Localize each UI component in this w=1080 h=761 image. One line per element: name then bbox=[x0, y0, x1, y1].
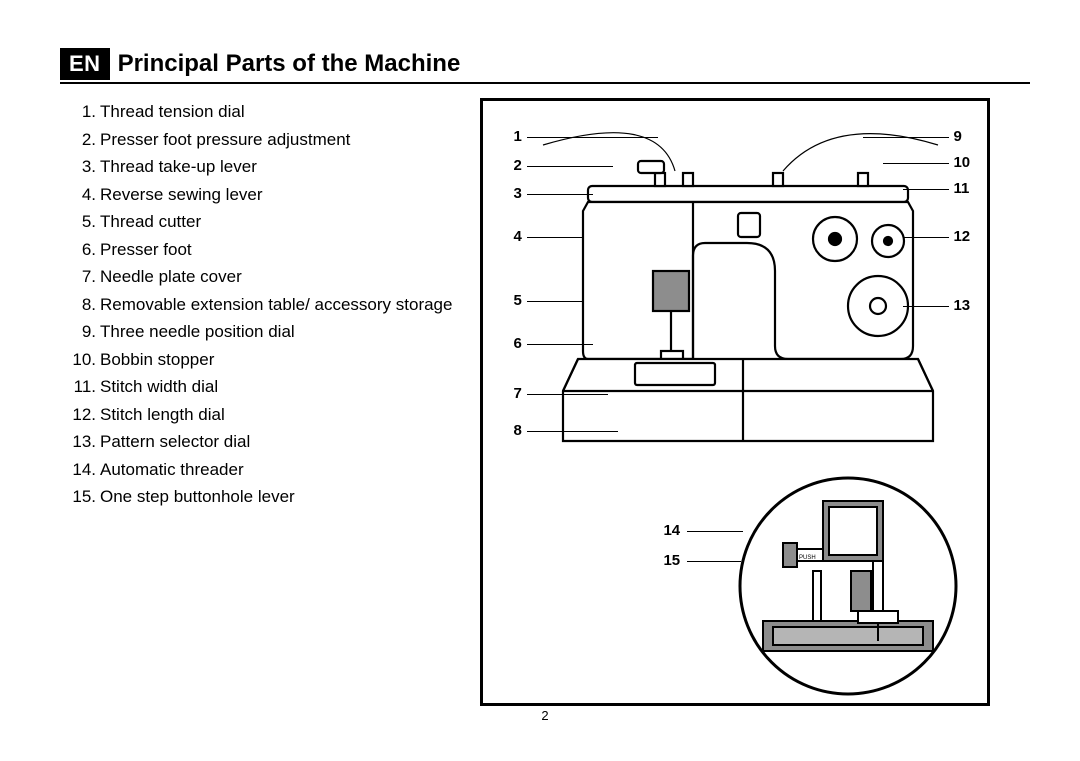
parts-list-item: 14. Automatic threader bbox=[72, 456, 452, 484]
part-number: 4. bbox=[72, 181, 100, 209]
parts-list-item: 10. Bobbin stopper bbox=[72, 346, 452, 374]
callout-number: 7 bbox=[513, 385, 521, 402]
part-number: 6. bbox=[72, 236, 100, 264]
leader-line bbox=[903, 237, 949, 238]
callout-number: 12 bbox=[953, 228, 970, 245]
parts-list-item: 1. Thread tension dial bbox=[72, 98, 452, 126]
part-label: Removable extension table/ accessory sto… bbox=[100, 291, 452, 319]
detail-inset-icon: PUSH bbox=[733, 471, 963, 701]
part-number: 11. bbox=[72, 373, 100, 401]
parts-list-item: 15. One step buttonhole lever bbox=[72, 483, 452, 511]
callout-number: 3 bbox=[513, 185, 521, 202]
callout-number: 1 bbox=[513, 128, 521, 145]
part-label: Thread tension dial bbox=[100, 98, 245, 126]
part-number: 14. bbox=[72, 456, 100, 484]
leader-line bbox=[527, 237, 583, 238]
part-label: Needle plate cover bbox=[100, 263, 242, 291]
leader-line bbox=[687, 531, 743, 532]
callout-number: 13 bbox=[953, 297, 970, 314]
leader-line bbox=[527, 137, 658, 138]
part-label: Thread cutter bbox=[100, 208, 201, 236]
leader-line bbox=[527, 431, 618, 432]
machine-diagram: PUSH 123456789101112131415 bbox=[480, 98, 990, 706]
part-number: 9. bbox=[72, 318, 100, 346]
part-number: 3. bbox=[72, 153, 100, 181]
callout-number: 14 bbox=[663, 522, 680, 539]
parts-list: 1. Thread tension dial2. Presser foot pr… bbox=[60, 98, 452, 706]
leader-line bbox=[527, 394, 608, 395]
leader-line bbox=[527, 194, 593, 195]
parts-list-item: 12. Stitch length dial bbox=[72, 401, 452, 429]
part-label: Three needle position dial bbox=[100, 318, 295, 346]
parts-list-item: 9. Three needle position dial bbox=[72, 318, 452, 346]
leader-line bbox=[527, 301, 583, 302]
callout-number: 11 bbox=[953, 180, 969, 197]
callout-number: 2 bbox=[513, 157, 521, 174]
parts-list-item: 3. Thread take-up lever bbox=[72, 153, 452, 181]
page-title: Principal Parts of the Machine bbox=[118, 50, 461, 78]
leader-line bbox=[527, 166, 613, 167]
part-label: Stitch length dial bbox=[100, 401, 225, 429]
part-number: 12. bbox=[72, 401, 100, 429]
part-number: 5. bbox=[72, 208, 100, 236]
parts-list-item: 13. Pattern selector dial bbox=[72, 428, 452, 456]
leader-line bbox=[527, 344, 593, 345]
parts-list-item: 4. Reverse sewing lever bbox=[72, 181, 452, 209]
leader-line bbox=[903, 306, 949, 307]
parts-list-item: 5. Thread cutter bbox=[72, 208, 452, 236]
leader-line bbox=[883, 163, 949, 164]
part-number: 15. bbox=[72, 483, 100, 511]
part-number: 7. bbox=[72, 263, 100, 291]
callout-number: 6 bbox=[513, 335, 521, 352]
part-label: Presser foot pressure adjustment bbox=[100, 126, 350, 154]
part-number: 13. bbox=[72, 428, 100, 456]
leader-line bbox=[687, 561, 741, 562]
parts-list-item: 6. Presser foot bbox=[72, 236, 452, 264]
part-number: 1. bbox=[72, 98, 100, 126]
leader-line bbox=[863, 137, 949, 138]
callout-number: 10 bbox=[953, 154, 970, 171]
part-label: Thread take-up lever bbox=[100, 153, 257, 181]
heading-row: EN Principal Parts of the Machine bbox=[60, 48, 1030, 84]
callout-number: 15 bbox=[663, 552, 680, 569]
part-number: 10. bbox=[72, 346, 100, 374]
part-label: Stitch width dial bbox=[100, 373, 218, 401]
leader-line bbox=[903, 189, 949, 190]
callout-number: 5 bbox=[513, 292, 521, 309]
part-number: 2. bbox=[72, 126, 100, 154]
part-label: Bobbin stopper bbox=[100, 346, 214, 374]
part-label: Reverse sewing lever bbox=[100, 181, 263, 209]
parts-list-item: 2. Presser foot pressure adjustment bbox=[72, 126, 452, 154]
sewing-machine-icon bbox=[483, 101, 993, 481]
part-label: Automatic threader bbox=[100, 456, 244, 484]
svg-text:PUSH: PUSH bbox=[799, 555, 816, 561]
callout-number: 8 bbox=[513, 422, 521, 439]
parts-list-item: 8. Removable extension table/ accessory … bbox=[72, 291, 452, 319]
callout-number: 9 bbox=[953, 128, 961, 145]
part-number: 8. bbox=[72, 291, 100, 319]
page-number: 2 bbox=[541, 708, 548, 723]
part-label: One step buttonhole lever bbox=[100, 483, 295, 511]
callout-number: 4 bbox=[513, 228, 521, 245]
part-label: Presser foot bbox=[100, 236, 192, 264]
language-badge: EN bbox=[60, 48, 110, 80]
parts-list-item: 11. Stitch width dial bbox=[72, 373, 452, 401]
parts-list-item: 7. Needle plate cover bbox=[72, 263, 452, 291]
part-label: Pattern selector dial bbox=[100, 428, 250, 456]
